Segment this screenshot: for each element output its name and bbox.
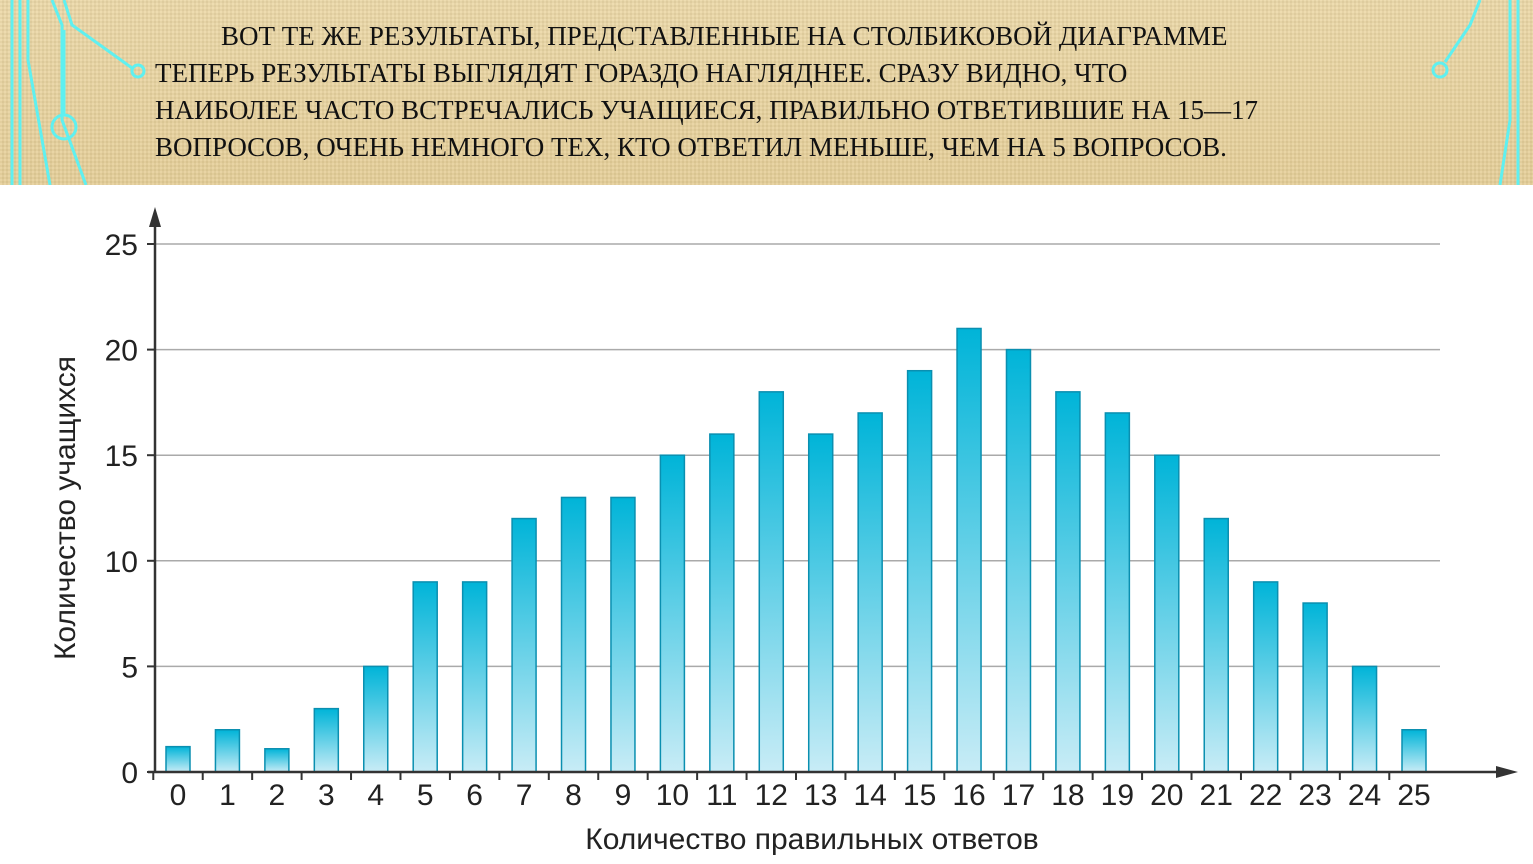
- x-tick-label: 17: [1002, 779, 1035, 812]
- x-tick-label: 24: [1348, 779, 1381, 812]
- bar-1: [214, 729, 241, 773]
- bar-22: [1252, 581, 1279, 773]
- bar-21: [1203, 517, 1229, 773]
- y-tick-label: 5: [121, 651, 138, 684]
- bar-14: [857, 412, 883, 773]
- x-tick-label: 20: [1150, 779, 1183, 812]
- x-tick-label: 7: [516, 779, 533, 812]
- bar-24: [1351, 665, 1378, 773]
- y-tick-label: 25: [105, 229, 138, 262]
- x-tick-label: 18: [1051, 779, 1084, 812]
- x-tick-label: 25: [1397, 779, 1430, 812]
- x-tick-label: 13: [804, 779, 837, 812]
- bars: [165, 327, 1427, 773]
- x-tick-label: 5: [417, 779, 434, 812]
- y-tick-label: 10: [105, 546, 138, 579]
- text-line: ВОТ ТЕ ЖЕ РЕЗУЛЬТАТЫ, ПРЕДСТАВЛЕННЫЕ НА …: [221, 21, 1228, 51]
- bar-18: [1055, 391, 1081, 773]
- x-tick-label: 19: [1101, 779, 1134, 812]
- text-line: ВОПРОСОВ, ОЧЕНЬ НЕМНОГО ТЕХ, КТО ОТВЕТИЛ…: [155, 132, 1227, 162]
- bar-20: [1154, 454, 1180, 773]
- y-tick-label: 0: [121, 757, 138, 790]
- x-axis-label: Количество правильных ответов: [585, 823, 1038, 856]
- bar-15: [906, 369, 933, 773]
- bar-17: [1005, 348, 1032, 773]
- x-tick-label: 8: [565, 779, 582, 812]
- x-tick-label: 16: [952, 779, 985, 812]
- bar-12: [758, 391, 785, 773]
- bar-6: [461, 581, 488, 773]
- bar-0: [165, 745, 191, 773]
- x-tick-label: 6: [466, 779, 483, 812]
- circuit-decoration-icon: [10, 0, 1520, 185]
- bar-7: [511, 517, 537, 773]
- bar-chart: 0 1 2 3 4 5 6 7 8 9 10 11 12 13 14 15 16 17 18 19 20 21 22 23 24…: [49, 207, 1518, 856]
- bar-16: [956, 327, 982, 773]
- bar-25: [1401, 729, 1427, 773]
- bar-4: [363, 665, 389, 773]
- y-axis-label: Количество учащихся: [49, 356, 82, 660]
- slide-header: ВОТ ТЕ ЖЕ РЕЗУЛЬТАТЫ, ПРЕДСТАВЛЕННЫЕ НА …: [0, 0, 1533, 185]
- x-axis-arrow-icon: [1496, 766, 1518, 778]
- x-tick-label: 9: [615, 779, 632, 812]
- text-line: НАИБОЛЕЕ ЧАСТО ВСТРЕЧАЛИСЬ УЧАЩИЕСЯ, ПРА…: [155, 95, 1259, 125]
- x-tick-label: 11: [706, 779, 737, 812]
- y-tick-label: 15: [105, 440, 138, 473]
- x-tick-label: 23: [1298, 779, 1331, 812]
- axes: [148, 207, 1518, 778]
- x-tick-label: 21: [1200, 779, 1233, 812]
- bar-3: [313, 707, 340, 773]
- bar-8: [560, 496, 587, 773]
- bar-10: [659, 454, 686, 773]
- x-tick-label: 10: [656, 779, 689, 812]
- text-line: ТЕПЕРЬ РЕЗУЛЬТАТЫ ВЫГЛЯДЯТ ГОРАЗДО НАГЛЯ…: [155, 58, 1128, 88]
- x-tick-label: 14: [853, 779, 886, 812]
- x-tick-label: 2: [269, 779, 286, 812]
- bar-5: [412, 581, 438, 773]
- bar-13: [807, 433, 834, 773]
- x-tick-label: 4: [367, 779, 384, 812]
- bar-11: [709, 433, 735, 773]
- y-axis-arrow-icon: [149, 207, 161, 227]
- bar-19: [1104, 412, 1131, 773]
- x-tick-label: 12: [755, 779, 788, 812]
- bar-2: [264, 748, 290, 773]
- bar-9: [610, 496, 636, 773]
- x-tick-label: 0: [170, 779, 187, 812]
- y-tick-label: 20: [105, 335, 138, 368]
- x-tick-label: 3: [318, 779, 335, 812]
- x-tick-label: 1: [219, 779, 236, 812]
- bar-23: [1302, 602, 1328, 773]
- x-tick-label: 15: [903, 779, 936, 812]
- gridlines: [155, 243, 1440, 668]
- x-tick-label: 22: [1249, 779, 1282, 812]
- slide-text: ВОТ ТЕ ЖЕ РЕЗУЛЬТАТЫ, ПРЕДСТАВЛЕННЫЕ НА …: [155, 18, 1395, 166]
